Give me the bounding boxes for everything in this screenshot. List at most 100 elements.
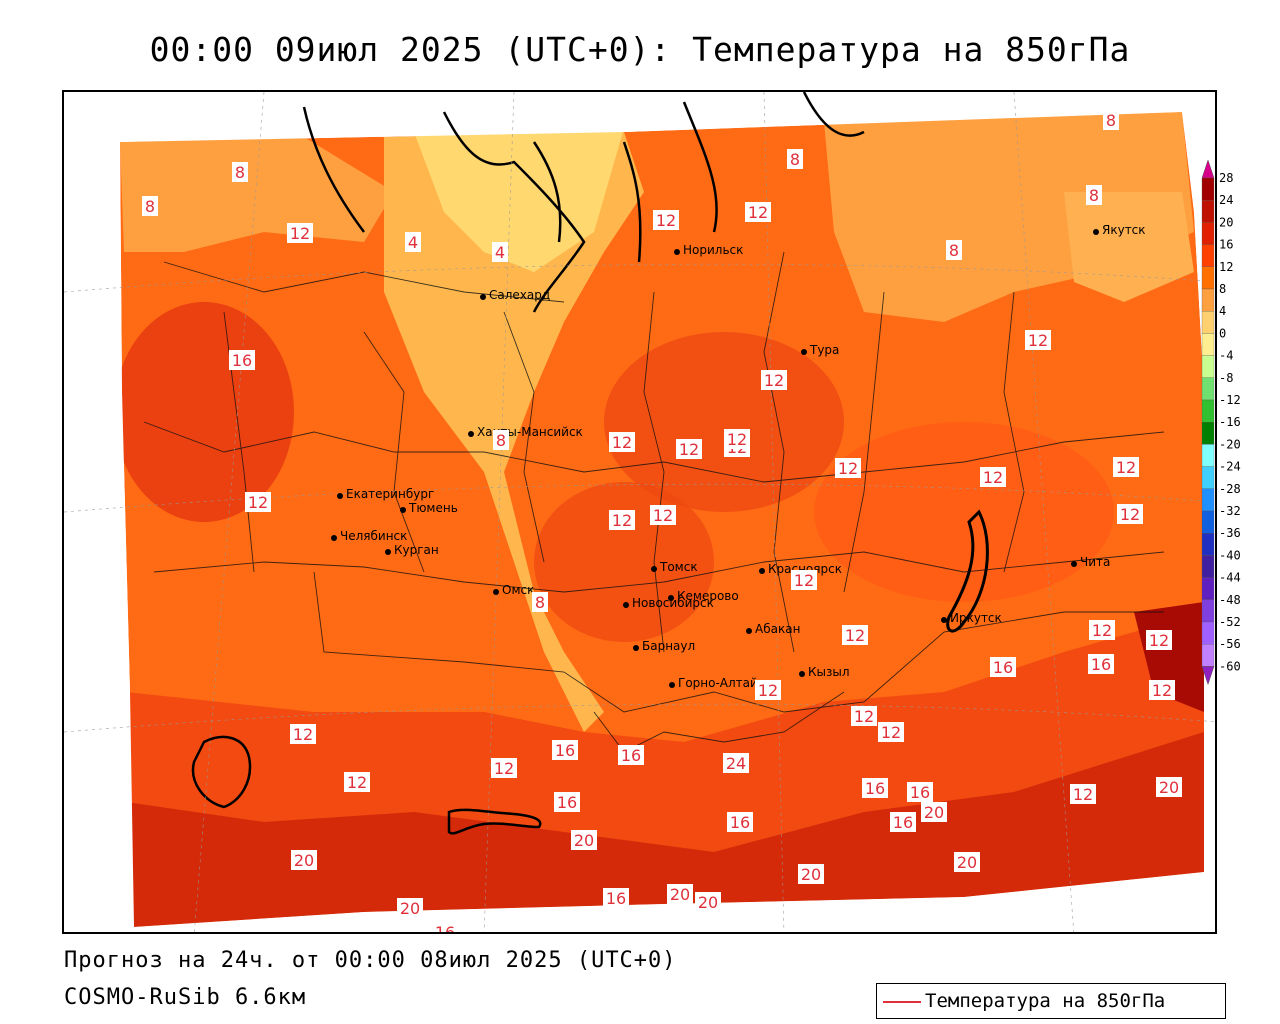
city-marker (623, 602, 629, 608)
colorbar-tick-label: -28 (1219, 482, 1241, 496)
city-marker (759, 568, 765, 574)
isotherm-label: 8 (787, 149, 803, 169)
isotherm-label: 16 (727, 812, 753, 832)
isotherm-label: 20 (695, 892, 721, 912)
isotherm-label: 16 (229, 350, 255, 370)
isotherm-value: 12 (1073, 785, 1093, 804)
isotherm-value: 20 (670, 885, 690, 904)
colorbar-swatch (1201, 266, 1215, 290)
isotherm-label: 12 (724, 429, 750, 449)
isotherm-value: 8 (790, 150, 800, 169)
isotherm-value: 12 (838, 459, 858, 478)
colorbar-swatch (1201, 422, 1215, 445)
isotherm-label: 20 (291, 850, 317, 870)
isotherm-label: 12 (1113, 457, 1139, 477)
isotherm-value: 12 (1092, 621, 1112, 640)
isotherm-label: 12 (609, 510, 635, 530)
colorbar-swatch (1201, 533, 1215, 556)
isotherm-value: 16 (606, 889, 626, 908)
colorbar-tick-label: -16 (1219, 415, 1241, 429)
colorbar-tick-label: -24 (1219, 460, 1241, 474)
isotherm-value: 12 (881, 723, 901, 742)
isotherm-value: 8 (1089, 186, 1099, 205)
isotherm-label: 12 (290, 724, 316, 744)
colorbar-swatch (1201, 510, 1215, 534)
isotherm-value: 12 (494, 759, 514, 778)
colorbar-swatch (1201, 488, 1215, 512)
colorbar-swatch (1201, 200, 1215, 223)
isotherm-label: 12 (1149, 680, 1175, 700)
colorbar-tick-label: 4 (1219, 304, 1226, 318)
legend-line-swatch (883, 1001, 921, 1003)
city-marker (337, 493, 343, 499)
colorbar-swatch (1201, 621, 1215, 645)
isotherm-labels-layer: 8 8 12 4 4 12 8 12 8 8 16 12 8 12 12 12 12 12 12 12 12 8 12 12 1… (142, 110, 1182, 934)
isotherm-label: 12 (1146, 630, 1172, 650)
isotherm-value: 12 (854, 707, 874, 726)
isotherm-label: 12 (1089, 620, 1115, 640)
colorbar-swatch (1201, 333, 1215, 356)
city-label: Чита (1080, 555, 1110, 569)
colorbar-swatch (1201, 599, 1215, 623)
isotherm-value: 16 (555, 741, 575, 760)
temperature-map: Салехард Норильск Якутск Тура Ханты-Мансийск… (62, 90, 1217, 934)
isotherm-value: 12 (653, 506, 673, 525)
colorbar-tick-label: 12 (1219, 260, 1233, 274)
isotherm-value: 12 (1152, 681, 1172, 700)
isotherm-value: 20 (698, 893, 718, 912)
isotherm-label: 20 (397, 898, 423, 918)
colorbar-tick-label: -4 (1219, 349, 1233, 363)
forecast-info: Прогноз на 24ч. от 00:00 08июл 2025 (UTC… (64, 948, 677, 973)
isotherm-label: 16 (907, 782, 933, 802)
city-marker (668, 595, 674, 601)
isotherm-value: 20 (924, 803, 944, 822)
isotherm-label: 12 (491, 758, 517, 778)
isotherm-value: 20 (574, 831, 594, 850)
city-label: Кемерово (677, 589, 739, 603)
city-label: Абакан (755, 622, 800, 636)
isotherm-label: 16 (618, 745, 644, 765)
city-label: Новосибирск (632, 596, 714, 610)
city-label: Челябинск (340, 529, 407, 543)
isotherm-value: 12 (983, 468, 1003, 487)
isotherm-label: 12 (835, 458, 861, 478)
isotherm-label: 16 (990, 657, 1016, 677)
isotherm-label: 4 (492, 242, 508, 262)
isotherm-value: 16 (435, 923, 455, 934)
colorbar-tick-label: -44 (1219, 571, 1241, 585)
isotherm-value: 12 (794, 571, 814, 590)
isotherm-value: 12 (612, 433, 632, 452)
city-marker (669, 682, 675, 688)
isotherm-value: 24 (726, 754, 746, 773)
isotherm-value: 16 (865, 779, 885, 798)
colorbar-swatch (1201, 466, 1215, 489)
isotherm-value: 8 (535, 593, 545, 612)
isotherm-label: 8 (232, 162, 248, 182)
isotherm-label: 8 (493, 430, 509, 450)
legend-label: Температура на 850гПа (925, 990, 1166, 1012)
city-label: Красноярск (768, 562, 842, 576)
city-marker (674, 249, 680, 255)
map-title: 00:00 09июл 2025 (UTC+0): Температура на… (149, 30, 1131, 69)
colorbar-tick-label: -48 (1219, 593, 1241, 607)
isotherm-label: 12 (791, 570, 817, 590)
isotherm-value: 12 (764, 371, 784, 390)
isotherm-label: 12 (287, 223, 313, 243)
city-label: Кызыл (808, 665, 850, 679)
isotherm-label: 12 (1117, 504, 1143, 524)
isotherm-value: 12 (656, 211, 676, 230)
isotherm-value: 16 (232, 351, 252, 370)
colorbar-swatch (1201, 222, 1215, 245)
isotherm-value: 12 (1149, 631, 1169, 650)
isotherm-value: 12 (612, 511, 632, 530)
isotherm-label: 12 (650, 505, 676, 525)
isotherm-value: 16 (1091, 655, 1111, 674)
colorbar-tick-label: -36 (1219, 526, 1241, 540)
city-marker (480, 294, 486, 300)
grid-lines (64, 92, 1215, 932)
city-label: Салехард (489, 288, 550, 302)
isotherm-value: 12 (1116, 458, 1136, 477)
city-label: Иркутск (950, 611, 1002, 625)
zone-20 (126, 732, 1204, 927)
isotherm-value: 20 (801, 865, 821, 884)
